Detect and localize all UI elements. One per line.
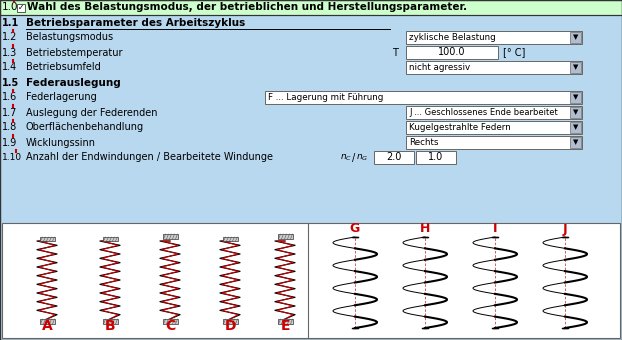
- Text: 1.1: 1.1: [2, 17, 19, 28]
- Bar: [374, 151, 414, 164]
- Text: Oberflächenbehandlung: Oberflächenbehandlung: [26, 122, 144, 133]
- Text: 1.7: 1.7: [2, 107, 17, 118]
- Text: ▼: ▼: [573, 124, 578, 130]
- Text: [° C]: [° C]: [503, 48, 526, 57]
- Text: Anzahl der Endwindungen / Bearbeitete Windunge: Anzahl der Endwindungen / Bearbeitete Wi…: [26, 153, 273, 163]
- Bar: [103, 319, 118, 324]
- Bar: [406, 106, 582, 119]
- Bar: [406, 136, 582, 149]
- Text: E: E: [281, 319, 290, 333]
- Text: F ... Lagerung mit Führung: F ... Lagerung mit Führung: [268, 93, 383, 102]
- Text: Betriebsparameter des Arbeitszyklus: Betriebsparameter des Arbeitszyklus: [26, 17, 245, 28]
- Bar: [406, 46, 498, 58]
- Text: Wicklungssinn: Wicklungssinn: [26, 137, 96, 148]
- Text: G: G: [350, 222, 360, 236]
- Bar: [265, 91, 582, 103]
- Text: Rechts: Rechts: [409, 138, 439, 147]
- Bar: [162, 234, 177, 239]
- Text: C: C: [165, 319, 175, 333]
- Text: Belastungsmodus: Belastungsmodus: [26, 33, 113, 42]
- Text: Federauslegung: Federauslegung: [26, 78, 121, 87]
- Text: J: J: [563, 222, 567, 236]
- Text: B: B: [104, 319, 115, 333]
- Text: 2.0: 2.0: [386, 152, 402, 162]
- Bar: [223, 237, 238, 241]
- Text: I: I: [493, 222, 497, 236]
- Text: H: H: [420, 222, 430, 236]
- Text: 1.3: 1.3: [2, 48, 17, 57]
- Text: ▼: ▼: [573, 139, 578, 145]
- Text: Betriebstemperatur: Betriebstemperatur: [26, 48, 123, 57]
- Text: A: A: [42, 319, 52, 333]
- Text: 1.5: 1.5: [2, 78, 19, 87]
- Bar: [0, 0, 622, 15]
- Text: 1.6: 1.6: [2, 92, 17, 102]
- Text: $n_C$: $n_C$: [340, 152, 352, 163]
- Text: 1.9: 1.9: [2, 137, 17, 148]
- Bar: [570, 122, 581, 133]
- Bar: [416, 151, 456, 164]
- Bar: [223, 319, 238, 324]
- Bar: [406, 121, 582, 134]
- Bar: [40, 237, 55, 241]
- Text: Kugelgestrahlte Federn: Kugelgestrahlte Federn: [409, 123, 511, 132]
- Text: nicht agressiv: nicht agressiv: [409, 63, 470, 72]
- Text: 1.10: 1.10: [2, 153, 22, 162]
- Text: ▼: ▼: [573, 64, 578, 70]
- Bar: [277, 234, 292, 239]
- Text: ▼: ▼: [573, 109, 578, 115]
- Text: Federlagerung: Federlagerung: [26, 92, 97, 102]
- Text: Betriebsumfeld: Betriebsumfeld: [26, 63, 101, 72]
- Bar: [162, 319, 177, 324]
- Bar: [2, 223, 620, 338]
- Bar: [277, 319, 292, 324]
- Text: T: T: [392, 48, 398, 57]
- Text: ▼: ▼: [573, 94, 578, 100]
- Text: 1.2: 1.2: [2, 33, 17, 42]
- Bar: [570, 62, 581, 72]
- Bar: [17, 4, 25, 12]
- Bar: [103, 237, 118, 241]
- Text: Auslegung der Federenden: Auslegung der Federenden: [26, 107, 157, 118]
- Text: $n_G$: $n_G$: [356, 152, 368, 163]
- Text: Wahl des Belastungsmodus, der betrieblichen und Herstellungsparameter.: Wahl des Belastungsmodus, der betrieblic…: [27, 2, 467, 13]
- Text: 100.0: 100.0: [439, 47, 466, 57]
- Text: 1.0: 1.0: [429, 152, 443, 162]
- Bar: [40, 319, 55, 324]
- Text: 1.4: 1.4: [2, 63, 17, 72]
- Text: D: D: [225, 319, 236, 333]
- Bar: [570, 32, 581, 42]
- Text: J ... Geschlossenes Ende bearbeitet: J ... Geschlossenes Ende bearbeitet: [409, 108, 558, 117]
- Text: ▼: ▼: [573, 34, 578, 40]
- Text: ✓: ✓: [18, 3, 24, 12]
- Bar: [570, 92, 581, 102]
- Text: 1.8: 1.8: [2, 122, 17, 133]
- Text: /: /: [352, 153, 355, 163]
- Bar: [570, 137, 581, 148]
- Text: 1.0: 1.0: [2, 2, 19, 13]
- Bar: [406, 61, 582, 73]
- Bar: [406, 31, 582, 44]
- Bar: [570, 107, 581, 118]
- Text: zyklische Belastung: zyklische Belastung: [409, 33, 496, 42]
